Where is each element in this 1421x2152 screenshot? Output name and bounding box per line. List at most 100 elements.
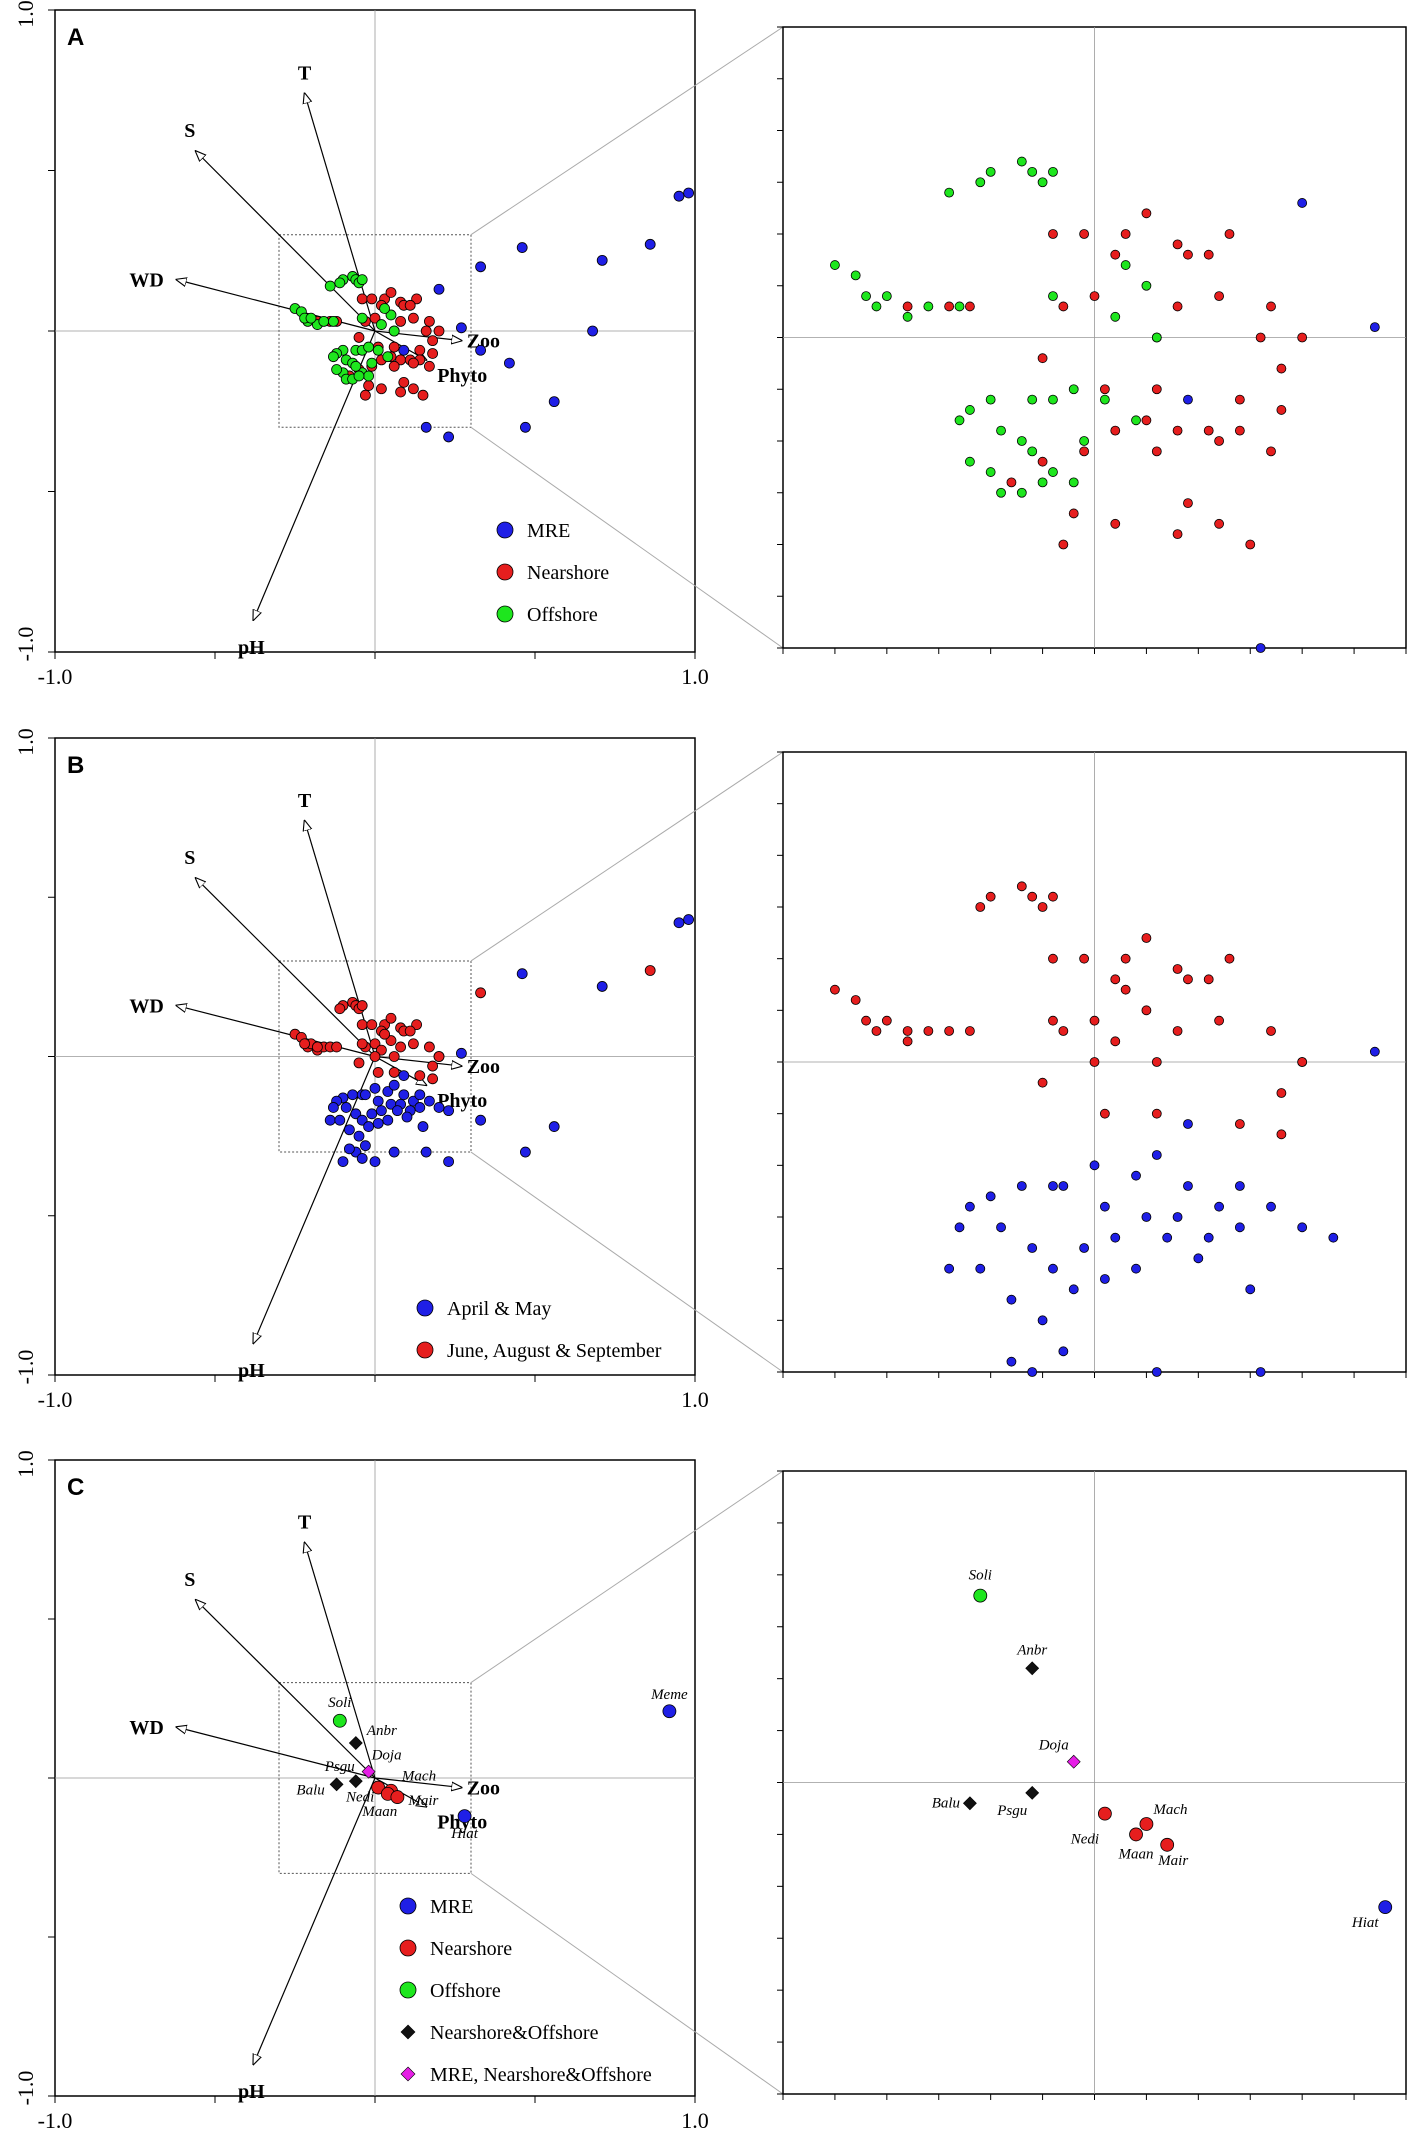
point-nearshore: [423, 315, 435, 327]
arrow-s: [196, 1600, 376, 1779]
point-nearshore: [423, 360, 435, 372]
point-mre: [683, 187, 694, 199]
arrow-t: [305, 1543, 376, 1779]
point-april-may: [382, 1086, 394, 1097]
zoom-point-june-august-september: [1203, 974, 1214, 985]
arrow-t: [305, 93, 376, 332]
zoom-point-april-may: [1027, 1367, 1038, 1377]
zoom-point-offshore: [1016, 487, 1027, 498]
species-marker-meme: [662, 1704, 677, 1719]
zoom-point-nearshore: [1214, 291, 1224, 302]
zoom-point-april-may: [1006, 1356, 1017, 1367]
point-offshore: [331, 364, 343, 375]
point-april-may: [398, 1070, 410, 1082]
zoom-point-june-august-september: [1183, 974, 1193, 985]
zoom-point-april-may: [1183, 1181, 1193, 1191]
arrow-wd: [177, 280, 376, 332]
zoom-point-june-august-september: [1037, 1077, 1048, 1088]
zoom-point-june-august-september: [1048, 891, 1058, 902]
point-april-may: [516, 968, 528, 980]
zoom-point-offshore: [965, 456, 975, 467]
zoom-point-nearshore: [1245, 539, 1256, 550]
point-nearshore: [398, 376, 410, 388]
point-april-may: [548, 1121, 560, 1132]
zoom-point-offshore: [954, 415, 965, 426]
panel-label: A: [67, 24, 84, 51]
zoom-connector-top: [470, 751, 784, 962]
point-june-august-september: [353, 1057, 365, 1069]
y-tick-label-top: 1.0: [13, 1450, 38, 1478]
zoom-point-mre: [1369, 322, 1380, 333]
zoom-point-offshore: [1068, 384, 1079, 395]
zoom-species-label-hiat: Hiat: [1351, 1915, 1380, 1931]
zoom-point-june-august-september: [985, 891, 996, 902]
zoom-point-nearshore: [965, 301, 975, 312]
legend-marker: [400, 2066, 416, 2082]
point-june-august-september: [334, 1003, 346, 1015]
point-offshore: [363, 341, 375, 353]
arrow-label-zoo: Zoo: [467, 1056, 500, 1078]
point-april-may: [324, 1114, 336, 1126]
zoom-species-label-doja: Doja: [1038, 1738, 1069, 1754]
zoom-point-april-may: [1006, 1294, 1017, 1305]
legend-label: Offshore: [527, 604, 598, 626]
species-marker-anbr: [348, 1736, 363, 1750]
zoom-point-nearshore: [1172, 425, 1183, 436]
point-mre: [420, 421, 432, 433]
arrow-s: [196, 151, 376, 332]
species-label-nedi: Nedi: [345, 1790, 374, 1806]
zoom-connector-top: [470, 26, 784, 236]
legend-marker: [399, 1981, 417, 1999]
zoom-point-june-august-september: [1276, 1088, 1287, 1098]
zoom-point-nearshore: [1141, 415, 1152, 426]
point-april-may: [347, 1089, 359, 1101]
point-april-may: [372, 1117, 384, 1129]
zoom-point-nearshore: [1048, 229, 1058, 239]
zoom-point-april-may: [1172, 1212, 1183, 1222]
zoom-point-nearshore: [1266, 446, 1276, 457]
zoom-point-offshore: [985, 166, 996, 177]
point-april-may: [337, 1156, 349, 1168]
point-nearshore: [388, 341, 400, 353]
zoom-point-nearshore: [1099, 384, 1110, 395]
point-offshore: [324, 280, 336, 292]
zoom-point-june-august-september: [1151, 1057, 1162, 1067]
point-nearshore: [366, 293, 378, 305]
zoom-connector-bottom: [470, 1872, 784, 2095]
zoom-region-box: [278, 1682, 472, 1874]
zoom-region-box: [278, 234, 472, 428]
point-nearshore: [369, 312, 381, 324]
zoom-point-nearshore: [1037, 456, 1048, 467]
zoom-point-june-august-september: [975, 902, 986, 912]
arrow-label-s: S: [184, 847, 195, 869]
zoom-point-nearshore: [1183, 498, 1193, 509]
x-tick-label-left: -1.0: [38, 1387, 73, 1412]
legend-label: Nearshore: [527, 562, 609, 584]
point-june-august-september: [369, 1051, 381, 1062]
point-mre: [587, 325, 598, 337]
y-tick-label-bottom: -1.0: [13, 627, 38, 662]
point-june-august-september: [423, 1041, 435, 1053]
point-offshore: [327, 351, 339, 363]
species-label-meme: Meme: [650, 1687, 688, 1703]
zoom-point-nearshore: [1089, 291, 1100, 302]
zoom-point-nearshore: [1234, 425, 1245, 436]
zoom-point-april-may: [1027, 1243, 1038, 1253]
point-mre: [455, 322, 467, 334]
arrow-ph: [253, 1777, 376, 2064]
point-mre: [520, 421, 531, 433]
zoom-point-june-august-september: [830, 984, 840, 995]
point-june-august-september: [379, 1028, 391, 1040]
point-june-august-september: [427, 1073, 439, 1085]
legend-marker: [399, 1897, 417, 1915]
zoom-point-offshore: [830, 260, 840, 270]
zoom-point-june-august-september: [850, 995, 861, 1005]
y-tick-label-bottom: -1.0: [13, 2071, 38, 2106]
point-april-may: [372, 1095, 384, 1107]
point-nearshore: [417, 389, 429, 401]
point-april-may: [596, 981, 608, 992]
zoom-point-june-august-september: [1234, 1119, 1245, 1129]
point-june-august-september: [369, 1038, 381, 1050]
point-mre: [596, 254, 608, 266]
zoom-point-april-may: [1016, 1181, 1027, 1191]
